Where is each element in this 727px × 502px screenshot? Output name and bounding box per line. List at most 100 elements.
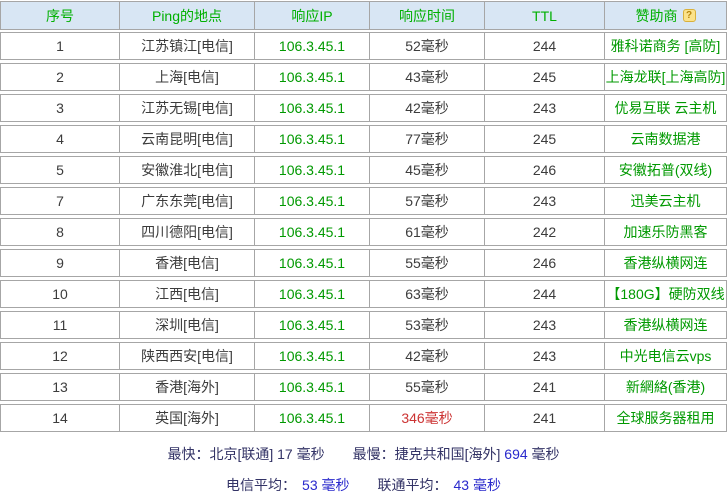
sponsor-link[interactable]: 【180G】硬防双线	[606, 286, 725, 302]
ttl-cell: 243	[485, 312, 605, 338]
index-cell: 8	[1, 219, 120, 245]
time-cell: 42毫秒	[370, 343, 485, 369]
table-row: 4 云南昆明[电信] 106.3.45.1 77毫秒 245 云南数据港	[0, 125, 727, 153]
location-cell: 英国[海外]	[120, 405, 255, 431]
help-icon[interactable]: ?	[682, 9, 696, 22]
index-cell: 9	[1, 250, 120, 276]
ttl-cell: 246	[485, 250, 605, 276]
sponsor-link[interactable]: 中光电信云vps	[619, 348, 712, 364]
ip-cell: 106.3.45.1	[255, 281, 370, 307]
location-cell: 广东东莞[电信]	[120, 188, 255, 214]
unicom-avg-label: 联通平均：	[377, 477, 448, 493]
ip-cell: 106.3.45.1	[255, 188, 370, 214]
slowest-value: 694	[504, 446, 528, 462]
ttl-cell: 243	[485, 343, 605, 369]
time-cell: 55毫秒	[370, 250, 485, 276]
ttl-cell: 243	[485, 95, 605, 121]
table-row: 7 广东东莞[电信] 106.3.45.1 57毫秒 243 迅美云主机	[0, 187, 727, 215]
slowest-text: 最慢：捷克共和国[海外] 694 毫秒	[353, 446, 560, 462]
sponsor-link[interactable]: 安徽拓普(双线)	[618, 162, 713, 178]
sponsor-link[interactable]: 云南数据港	[630, 131, 701, 147]
ip-cell: 106.3.45.1	[255, 219, 370, 245]
ip-cell: 106.3.45.1	[255, 126, 370, 152]
table-body: 1 江苏镇江[电信] 106.3.45.1 52毫秒 244 雅科诺商务 [高防…	[0, 32, 727, 432]
ip-cell: 106.3.45.1	[255, 95, 370, 121]
index-cell: 14	[1, 405, 120, 431]
table-row: 5 安徽淮北[电信] 106.3.45.1 45毫秒 246 安徽拓普(双线)	[0, 156, 727, 184]
ip-cell: 106.3.45.1	[255, 64, 370, 90]
ip-cell: 106.3.45.1	[255, 157, 370, 183]
table-header: 序号 Ping的地点 响应IP 响应时间 TTL 赞助商 ?	[0, 1, 727, 30]
ttl-cell: 246	[485, 157, 605, 183]
slowest-suffix: 毫秒	[527, 446, 560, 462]
ttl-cell: 243	[485, 188, 605, 214]
ip-cell: 106.3.45.1	[255, 33, 370, 59]
time-cell: 346毫秒	[370, 405, 485, 431]
col-header-location: Ping的地点	[120, 2, 255, 29]
location-cell: 香港[海外]	[120, 374, 255, 400]
col-header-index: 序号	[1, 2, 120, 29]
fastest-text: 最快：北京[联通] 17 毫秒	[167, 446, 325, 462]
sponsor-link[interactable]: 新網絡(香港)	[625, 379, 706, 395]
sponsor-link[interactable]: 迅美云主机	[630, 193, 701, 209]
location-cell: 安徽淮北[电信]	[120, 157, 255, 183]
time-cell: 55毫秒	[370, 374, 485, 400]
sponsor-link[interactable]: 香港纵横网连	[623, 317, 708, 333]
index-cell: 4	[1, 126, 120, 152]
summary-line-2: 电信平均： 53 毫秒 联通平均： 43 毫秒	[0, 476, 727, 494]
table-row: 1 江苏镇江[电信] 106.3.45.1 52毫秒 244 雅科诺商务 [高防…	[0, 32, 727, 60]
location-cell: 江西[电信]	[120, 281, 255, 307]
location-cell: 四川德阳[电信]	[120, 219, 255, 245]
sponsor-link[interactable]: 香港纵横网连	[623, 255, 708, 271]
location-cell: 江苏镇江[电信]	[120, 33, 255, 59]
table-row: 13 香港[海外] 106.3.45.1 55毫秒 241 新網絡(香港)	[0, 373, 727, 401]
time-cell: 63毫秒	[370, 281, 485, 307]
location-cell: 陕西西安[电信]	[120, 343, 255, 369]
ttl-cell: 245	[485, 64, 605, 90]
telecom-avg-value: 53 毫秒	[302, 477, 350, 493]
col-header-ip: 响应IP	[255, 2, 370, 29]
unicom-avg-value: 43 毫秒	[453, 477, 501, 493]
index-cell: 5	[1, 157, 120, 183]
index-cell: 12	[1, 343, 120, 369]
sponsor-link[interactable]: 加速乐防黑客	[623, 224, 708, 240]
ttl-cell: 242	[485, 219, 605, 245]
col-header-ttl: TTL	[485, 2, 605, 29]
table-row: 12 陕西西安[电信] 106.3.45.1 42毫秒 243 中光电信云vps	[0, 342, 727, 370]
index-cell: 11	[1, 312, 120, 338]
ttl-cell: 244	[485, 281, 605, 307]
location-cell: 上海[电信]	[120, 64, 255, 90]
ip-cell: 106.3.45.1	[255, 343, 370, 369]
ip-cell: 106.3.45.1	[255, 374, 370, 400]
index-cell: 2	[1, 64, 120, 90]
ttl-cell: 245	[485, 126, 605, 152]
ip-cell: 106.3.45.1	[255, 312, 370, 338]
time-cell: 42毫秒	[370, 95, 485, 121]
col-header-time: 响应时间	[370, 2, 485, 29]
index-cell: 7	[1, 188, 120, 214]
ip-cell: 106.3.45.1	[255, 250, 370, 276]
sponsor-link[interactable]: 雅科诺商务 [高防]	[610, 38, 721, 54]
ttl-cell: 244	[485, 33, 605, 59]
table-row: 11 深圳[电信] 106.3.45.1 53毫秒 243 香港纵横网连	[0, 311, 727, 339]
sponsor-link[interactable]: 上海龙联[上海高防]	[605, 69, 726, 85]
table-row: 10 江西[电信] 106.3.45.1 63毫秒 244 【180G】硬防双线	[0, 280, 727, 308]
index-cell: 13	[1, 374, 120, 400]
ttl-cell: 241	[485, 374, 605, 400]
table-row: 14 英国[海外] 106.3.45.1 346毫秒 241 全球服务器租用	[0, 404, 727, 432]
location-cell: 香港[电信]	[120, 250, 255, 276]
ip-cell: 106.3.45.1	[255, 405, 370, 431]
slowest-prefix: 最慢：捷克共和国[海外]	[352, 446, 505, 462]
table-row: 9 香港[电信] 106.3.45.1 55毫秒 246 香港纵横网连	[0, 249, 727, 277]
sponsor-link[interactable]: 全球服务器租用	[616, 410, 715, 426]
location-cell: 江苏无锡[电信]	[120, 95, 255, 121]
location-cell: 深圳[电信]	[120, 312, 255, 338]
time-cell: 52毫秒	[370, 33, 485, 59]
summary: 最快：北京[联通] 17 毫秒 最慢：捷克共和国[海外] 694 毫秒 电信平均：…	[0, 435, 727, 494]
time-cell: 57毫秒	[370, 188, 485, 214]
index-cell: 10	[1, 281, 120, 307]
sponsor-link[interactable]: 优易互联 云主机	[614, 100, 717, 116]
table-row: 3 江苏无锡[电信] 106.3.45.1 42毫秒 243 优易互联 云主机	[0, 94, 727, 122]
time-cell: 77毫秒	[370, 126, 485, 152]
